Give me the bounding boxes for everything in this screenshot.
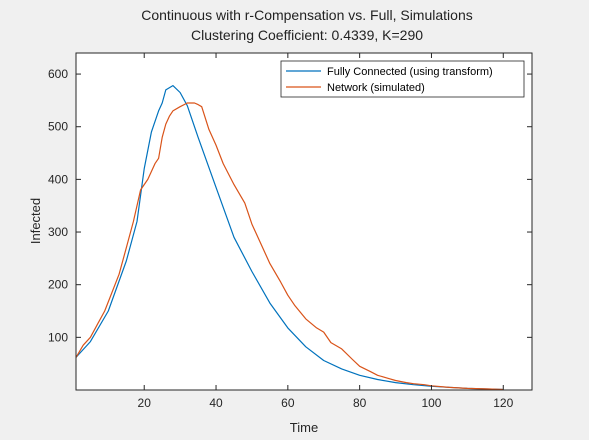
axis-ticks: 20 40 60 80 100 120 100 200 300 400 500 600 xyxy=(48,53,532,410)
y-tick-label: 400 xyxy=(48,172,68,186)
x-tick-label: 80 xyxy=(353,396,367,410)
x-tick-label: 20 xyxy=(138,396,152,410)
legend: Fully Connected (using transform) Networ… xyxy=(280,60,525,98)
plot-area xyxy=(76,53,532,390)
legend-label-fully-connected: Fully Connected (using transform) xyxy=(327,66,493,78)
y-tick-label: 500 xyxy=(48,120,68,134)
x-axis-label: Time xyxy=(290,420,318,435)
x-tick-label: 40 xyxy=(209,396,223,410)
y-tick-label: 600 xyxy=(48,67,68,81)
legend-box xyxy=(280,60,525,98)
legend-label-network: Network (simulated) xyxy=(327,82,425,94)
x-tick-label: 60 xyxy=(281,396,295,410)
x-tick-label: 120 xyxy=(493,396,513,410)
x-tick-label: 100 xyxy=(421,396,441,410)
y-axis-label: Infected xyxy=(28,198,43,244)
y-tick-label: 200 xyxy=(48,278,68,292)
y-tick-label: 300 xyxy=(48,225,68,239)
chart-title: Continuous with r-Compensation vs. Full,… xyxy=(141,7,472,23)
chart-subtitle: Clustering Coefficient: 0.4339, K=290 xyxy=(191,27,423,43)
series-lines xyxy=(75,84,504,391)
series-line-network xyxy=(75,102,504,391)
series-line-fully-connected xyxy=(75,84,504,391)
plot-border xyxy=(75,52,533,391)
y-tick-label: 100 xyxy=(48,330,68,344)
